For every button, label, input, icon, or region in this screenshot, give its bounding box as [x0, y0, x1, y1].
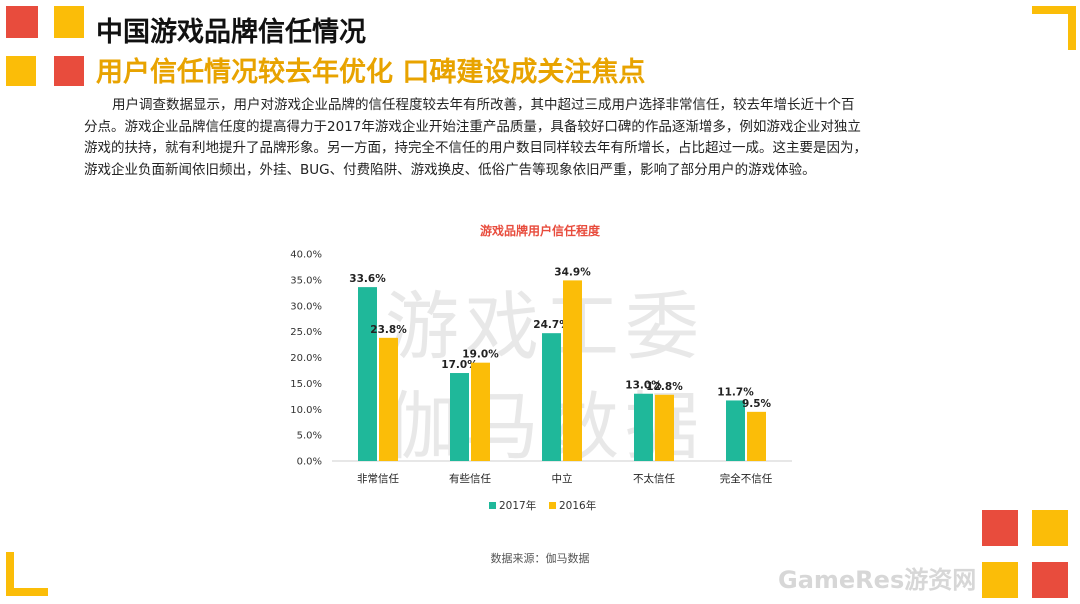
page-subtitle: 用户信任情况较去年优化 口碑建设成关注焦点 — [96, 57, 646, 88]
bar-2016 — [655, 394, 674, 461]
bar-2017 — [450, 373, 469, 461]
decor-corner-top-right — [1032, 6, 1076, 50]
bar-2016 — [563, 280, 582, 461]
bar-2016 — [379, 337, 398, 461]
legend-label: 2016年 — [559, 499, 596, 512]
decor-square-yellow-br1 — [1032, 510, 1068, 546]
decor-square-red-br1 — [982, 510, 1018, 546]
x-tick-label: 非常信任 — [357, 472, 399, 485]
data-label: 17.0% — [441, 359, 478, 371]
decor-square-yellow-mid — [6, 56, 36, 86]
data-label: 13.0% — [625, 380, 662, 392]
bar-2016 — [747, 411, 766, 461]
data-label: 34.9% — [554, 266, 591, 278]
x-tick-label: 中立 — [552, 472, 573, 485]
bar-2017 — [726, 400, 745, 461]
data-label: 24.7% — [533, 319, 570, 331]
page-title: 中国游戏品牌信任情况 — [96, 17, 366, 48]
data-label: 33.6% — [349, 273, 386, 285]
data-label: 9.5% — [742, 398, 772, 410]
x-tick-label: 有些信任 — [449, 472, 491, 485]
bar-2017 — [542, 333, 561, 461]
decor-square-red-mid — [54, 56, 84, 86]
chart-title: 游戏品牌用户信任程度 — [479, 224, 600, 238]
bar-2017 — [358, 287, 377, 461]
decor-square-red-top — [6, 6, 38, 38]
y-tick-label: 40.0% — [290, 250, 322, 261]
bar-2017 — [634, 393, 653, 461]
y-tick-label: 0.0% — [297, 457, 322, 468]
brand-watermark: GameRes游资网 — [778, 566, 977, 594]
data-label: 11.7% — [717, 386, 754, 398]
y-tick-label: 5.0% — [297, 431, 322, 442]
decor-square-red-br2 — [1032, 562, 1068, 598]
bar-2016 — [471, 362, 490, 461]
legend-swatch — [489, 502, 496, 509]
y-tick-label: 15.0% — [290, 379, 322, 390]
data-label: 12.8% — [646, 381, 683, 393]
y-tick-label: 35.0% — [290, 275, 322, 286]
y-tick-label: 20.0% — [290, 353, 322, 364]
body-paragraph: 用户调查数据显示，用户对游戏企业品牌的信任程度较去年有所改善，其中超过三成用户选… — [84, 95, 1024, 181]
data-source: 数据来源：伽马数据 — [490, 552, 590, 565]
legend-swatch — [549, 502, 556, 509]
y-tick-label: 30.0% — [290, 301, 322, 312]
decor-corner-bottom-left — [6, 552, 48, 596]
legend-label: 2017年 — [499, 499, 536, 512]
decor-square-yellow-top — [54, 6, 84, 38]
data-label: 23.8% — [370, 324, 407, 336]
paragraph-line: 游戏的扶持，就有利地提升了品牌形象。另一方面，持完全不信任的用户数目同样较去年有… — [84, 140, 867, 156]
decor-square-yellow-br2 — [982, 562, 1018, 598]
paragraph-line: 用户调查数据显示，用户对游戏企业品牌的信任程度较去年有所改善，其中超过三成用户选… — [112, 97, 855, 113]
x-tick-label: 完全不信任 — [720, 472, 773, 485]
paragraph-line: 分点。游戏企业品牌信任度的提高得力于2017年游戏企业开始注重产品质量，具备较好… — [84, 118, 861, 135]
data-label: 19.0% — [462, 349, 499, 361]
paragraph-line: 游戏企业负面新闻依旧频出，外挂、BUG、付费陷阱、游戏换皮、低俗广告等现象依旧严… — [84, 161, 816, 178]
y-tick-label: 10.0% — [290, 405, 322, 416]
x-tick-label: 不太信任 — [633, 472, 675, 485]
y-tick-label: 25.0% — [290, 327, 322, 338]
